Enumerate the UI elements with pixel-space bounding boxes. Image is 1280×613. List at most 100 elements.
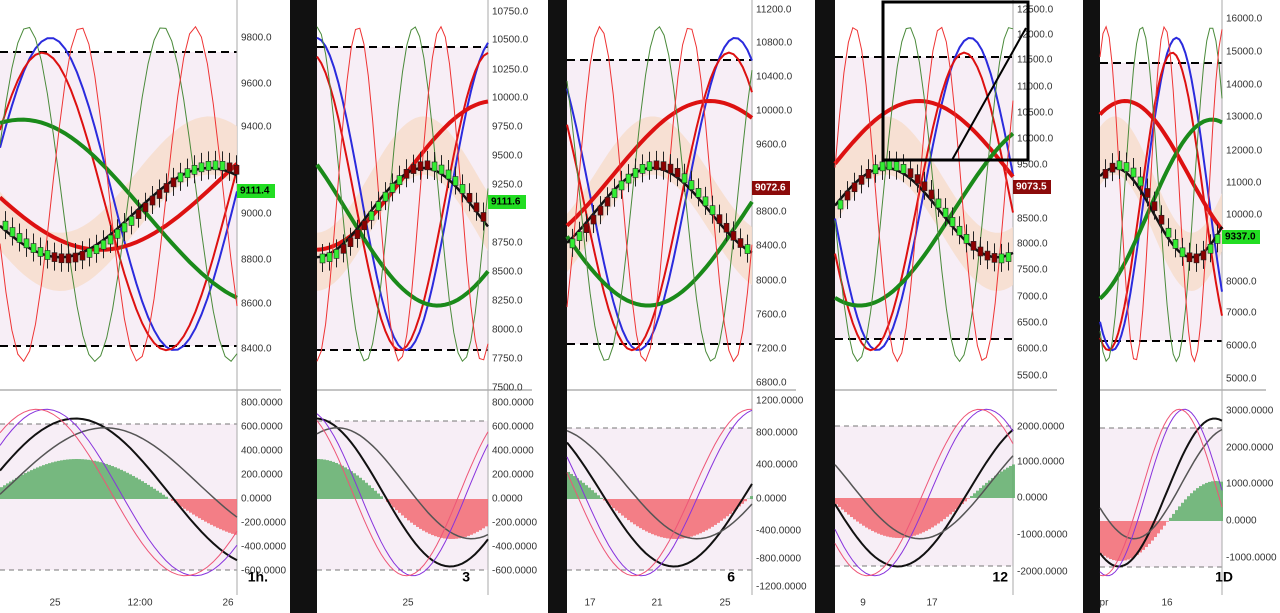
candle	[1179, 247, 1186, 258]
histogram	[159, 492, 162, 499]
osc-line	[834, 428, 1014, 568]
price-axis-label: 12500.0	[1017, 5, 1054, 16]
labels: 9800.0 9600.0 9400.0 9000.0 8800.0 8600.0 8400…	[49, 5, 1277, 609]
indicator-line	[0, 25, 238, 363]
panel-gap	[290, 0, 317, 613]
histogram	[171, 499, 174, 501]
histogram	[567, 471, 570, 499]
candle	[1109, 162, 1116, 173]
price-axis-label: 7750.0	[492, 354, 523, 365]
indicator-line	[1098, 98, 1224, 231]
x-axis-label: 17	[584, 598, 596, 609]
histogram	[344, 467, 347, 499]
candle	[79, 250, 86, 261]
histogram	[117, 468, 120, 499]
histogram	[922, 498, 925, 533]
candle	[695, 188, 702, 198]
candle	[135, 209, 142, 219]
candle	[977, 246, 984, 257]
histogram	[985, 482, 988, 498]
histogram	[129, 474, 132, 499]
osc-axis-label: -400.0000	[492, 542, 537, 553]
envelope	[1100, 116, 1222, 292]
osc-line	[1099, 417, 1223, 568]
histogram	[859, 498, 862, 524]
candle	[431, 161, 438, 172]
histogram	[24, 473, 27, 499]
histogram	[1006, 467, 1009, 498]
histogram	[105, 463, 108, 499]
osc-line	[0, 408, 238, 577]
candle	[667, 163, 674, 174]
osc-axis-label: -400.0000	[241, 542, 286, 553]
x-axis-label: 26	[222, 598, 234, 609]
histogram	[901, 498, 904, 538]
histogram	[30, 470, 33, 499]
candle	[347, 237, 354, 247]
indicator-line	[0, 26, 238, 363]
indicator-line	[0, 117, 238, 300]
histogram	[108, 464, 111, 499]
x-axis-label: 25	[402, 598, 414, 609]
histogram	[123, 471, 126, 499]
histogram	[1103, 521, 1106, 556]
histogram	[404, 499, 407, 518]
histogram	[886, 498, 889, 537]
indicator-line	[566, 36, 753, 351]
price-axis-label: 7000.0	[1017, 292, 1048, 303]
histogram	[1009, 466, 1012, 498]
osc-axis-label: -200.0000	[492, 518, 537, 529]
histogram	[744, 499, 747, 502]
candle	[1207, 243, 1214, 254]
histogram	[3, 485, 6, 499]
histogram	[678, 499, 681, 539]
candle	[590, 214, 597, 225]
candle	[942, 207, 949, 218]
histogram	[1106, 521, 1109, 558]
price-tag-bg	[1013, 180, 1051, 194]
price-axis-label: 12000.0	[1017, 30, 1054, 41]
histogram	[690, 499, 693, 537]
histogram	[1205, 482, 1208, 521]
price-axis-label: 5500.0	[1017, 371, 1048, 382]
histogram	[183, 499, 186, 509]
candle	[170, 177, 177, 188]
histogram	[470, 499, 473, 535]
histogram	[1220, 481, 1223, 521]
osc-line	[1099, 428, 1223, 540]
candle	[58, 253, 65, 264]
histogram	[841, 498, 844, 510]
candle	[921, 181, 928, 192]
osc-line	[566, 430, 753, 540]
histogram	[696, 499, 699, 535]
histogram	[612, 499, 615, 509]
histogram	[636, 499, 639, 527]
osc-line	[316, 413, 489, 577]
candle	[107, 234, 114, 245]
annotation-box	[881, 0, 1030, 162]
histogram	[467, 499, 470, 536]
histogram	[144, 483, 147, 499]
histogram	[362, 480, 365, 499]
candle	[361, 220, 368, 231]
histogram	[621, 499, 624, 516]
histogram	[1187, 496, 1190, 521]
histogram	[428, 499, 431, 534]
histogram	[865, 498, 868, 528]
histogram	[350, 471, 353, 499]
indicator-line	[566, 26, 753, 362]
candle	[177, 172, 184, 183]
histogram	[979, 487, 982, 498]
histogram	[1178, 506, 1181, 521]
histogram	[726, 499, 729, 517]
histogram	[452, 499, 455, 539]
price-axis-label: 5000.0	[1226, 374, 1257, 385]
price-axis-label: 6800.0	[756, 378, 787, 389]
candle	[949, 217, 956, 227]
price-tag-bg	[488, 195, 526, 209]
histogram	[177, 499, 180, 505]
price-axis-label: 7500.0	[492, 383, 523, 394]
indicator-line	[316, 25, 489, 362]
price-axis-label: 10750.0	[492, 7, 529, 18]
osc-line	[834, 455, 1014, 540]
